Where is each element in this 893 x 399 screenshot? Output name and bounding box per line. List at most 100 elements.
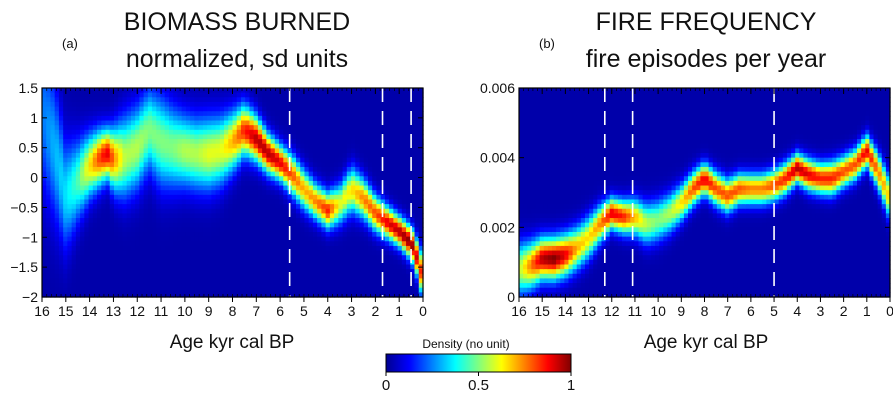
panel-a-heatmap-cell (105, 171, 111, 177)
panel-b-heatmap-cell (547, 236, 553, 242)
panel-a-heatmap-cell (363, 129, 369, 136)
panel-a-heatmap-cell (389, 157, 394, 163)
panel-a-heatmap-cell (304, 264, 310, 270)
panel-a-heatmap-cell (317, 283, 322, 289)
panel-a-heatmap-cell (181, 208, 187, 214)
panel-a-heatmap-cell (397, 259, 403, 266)
panel-a-heatmap-cell (67, 231, 73, 238)
panel-a-heatmap-cell (42, 250, 47, 256)
panel-a-heatmap-cell (67, 125, 73, 131)
panel-a-heatmap-cell (122, 139, 128, 145)
panel-a-heatmap-cell (321, 213, 327, 219)
panel-a-heatmap-cell (249, 162, 255, 168)
panel-a-heatmap-cell (173, 236, 179, 242)
panel-a-heatmap-cell (63, 236, 68, 242)
panel-a-heatmap-cell (245, 245, 251, 252)
panel-a-heatmap-cell (80, 208, 85, 214)
panel-a-heatmap-cell (346, 194, 352, 201)
panel-a-heatmap-cell (253, 97, 259, 103)
panel-b-heatmap-cell (519, 139, 524, 145)
panel-b-heatmap-cell (531, 166, 537, 173)
panel-a-heatmap-cell (240, 269, 246, 275)
panel-b-heatmap-cell (551, 97, 557, 103)
panel-a-heatmap-cell (351, 162, 356, 168)
panel-a-heatmap-cell (262, 97, 267, 103)
panel-a-heatmap-cell (113, 139, 119, 145)
panel-a-heatmap-cell (410, 278, 416, 284)
panel-a-heatmap-cell (262, 148, 267, 154)
panel-a-heatmap-cell (291, 185, 297, 191)
panel-a-heatmap-cell (329, 218, 335, 224)
panel-a-heatmap-cell (130, 227, 136, 233)
panel-a-heatmap-cell (355, 180, 361, 187)
panel-a-heatmap-cell (296, 106, 301, 112)
panel-a-heatmap-cell (240, 273, 246, 280)
panel-b-heatmap-cell (580, 101, 586, 108)
panel-a-heatmap-cell (334, 185, 339, 191)
panel-a-heatmap-cell (46, 287, 52, 293)
panel-a-x-tick-label: 11 (154, 303, 169, 319)
panel-a-heatmap-cell (245, 208, 251, 214)
panel-b-heatmap-cell (543, 106, 549, 112)
panel-a-heatmap-cell (363, 97, 369, 103)
panel-a-heatmap-cell (296, 273, 301, 280)
panel-b-heatmap-cell (527, 134, 532, 140)
panel-a-heatmap-cell (262, 166, 267, 173)
panel-a-heatmap-cell (279, 139, 284, 145)
panel-a-heatmap-cell (190, 157, 195, 163)
panel-a-heatmap-cell (126, 208, 132, 214)
panel-a-heatmap-cell (389, 166, 394, 173)
panel-a-heatmap-cell (257, 245, 263, 252)
panel-a-heatmap-cell (219, 180, 225, 187)
panel-a-heatmap-cell (164, 245, 170, 252)
panel-a-heatmap-cell (418, 166, 424, 173)
panel-a-heatmap-cell (300, 92, 306, 98)
panel-a-heatmap-cell (113, 180, 119, 187)
panel-a-heatmap-cell (253, 227, 259, 233)
panel-a-heatmap-cell (300, 190, 306, 196)
panel-a-heatmap-cell (80, 222, 85, 228)
panel-a-heatmap-cell (418, 199, 424, 205)
panel-a-heatmap-cell (194, 213, 200, 219)
panel-a-heatmap-cell (389, 213, 394, 219)
panel-a-heatmap-cell (109, 287, 115, 293)
panel-a-heatmap-cell (367, 259, 373, 266)
panel-a-heatmap-cell (84, 92, 90, 98)
panel-a-heatmap-cell (300, 157, 306, 163)
panel-a-heatmap-cell (126, 162, 132, 168)
panel-a-heatmap-cell (363, 185, 369, 191)
panel-a-heatmap-cell (384, 92, 390, 98)
panel-a-heatmap-cell (389, 180, 394, 187)
panel-a-heatmap-cell (283, 101, 289, 108)
panel-a-heatmap-cell (63, 208, 68, 214)
panel-a-heatmap-cell (211, 208, 217, 214)
panel-a-heatmap-cell (312, 97, 318, 103)
panel-a-heatmap-cell (126, 255, 132, 261)
panel-a-heatmap-cell (46, 204, 52, 210)
panel-a-heatmap-cell (97, 101, 102, 108)
panel-a-heatmap-cell (152, 278, 157, 284)
panel-b-heatmap-cell (535, 283, 541, 289)
panel-b-heatmap-cell (580, 162, 586, 168)
panel-a-heatmap-cell (126, 204, 132, 210)
panel-a-heatmap-cell (143, 204, 149, 210)
panel-a-heatmap-cell (67, 245, 73, 252)
panel-a-heatmap-cell (338, 129, 344, 136)
panel-a-heatmap-cell (240, 106, 246, 112)
panel-b-title: FIRE FREQUENCY (596, 8, 817, 36)
panel-a-heatmap-cell (211, 245, 217, 252)
panel-a-heatmap-cell (240, 143, 246, 149)
panel-a-heatmap-cell (304, 125, 310, 131)
panel-a-heatmap-cell (355, 292, 361, 298)
panel-a-heatmap-cell (219, 236, 225, 242)
panel-a-heatmap-cell (71, 125, 77, 131)
panel-a-heatmap-cell (397, 218, 403, 224)
panel-a-heatmap-cell (393, 259, 399, 266)
panel-a-heatmap-cell (88, 143, 94, 149)
panel-a-heatmap-cell (270, 190, 276, 196)
panel-a-heatmap-cell (418, 134, 424, 140)
panel-b-heatmap-cell (572, 273, 578, 280)
panel-a-heatmap-cell (185, 171, 191, 177)
panel-a-heatmap-cell (279, 236, 284, 242)
panel-a-heatmap-cell (147, 287, 153, 293)
